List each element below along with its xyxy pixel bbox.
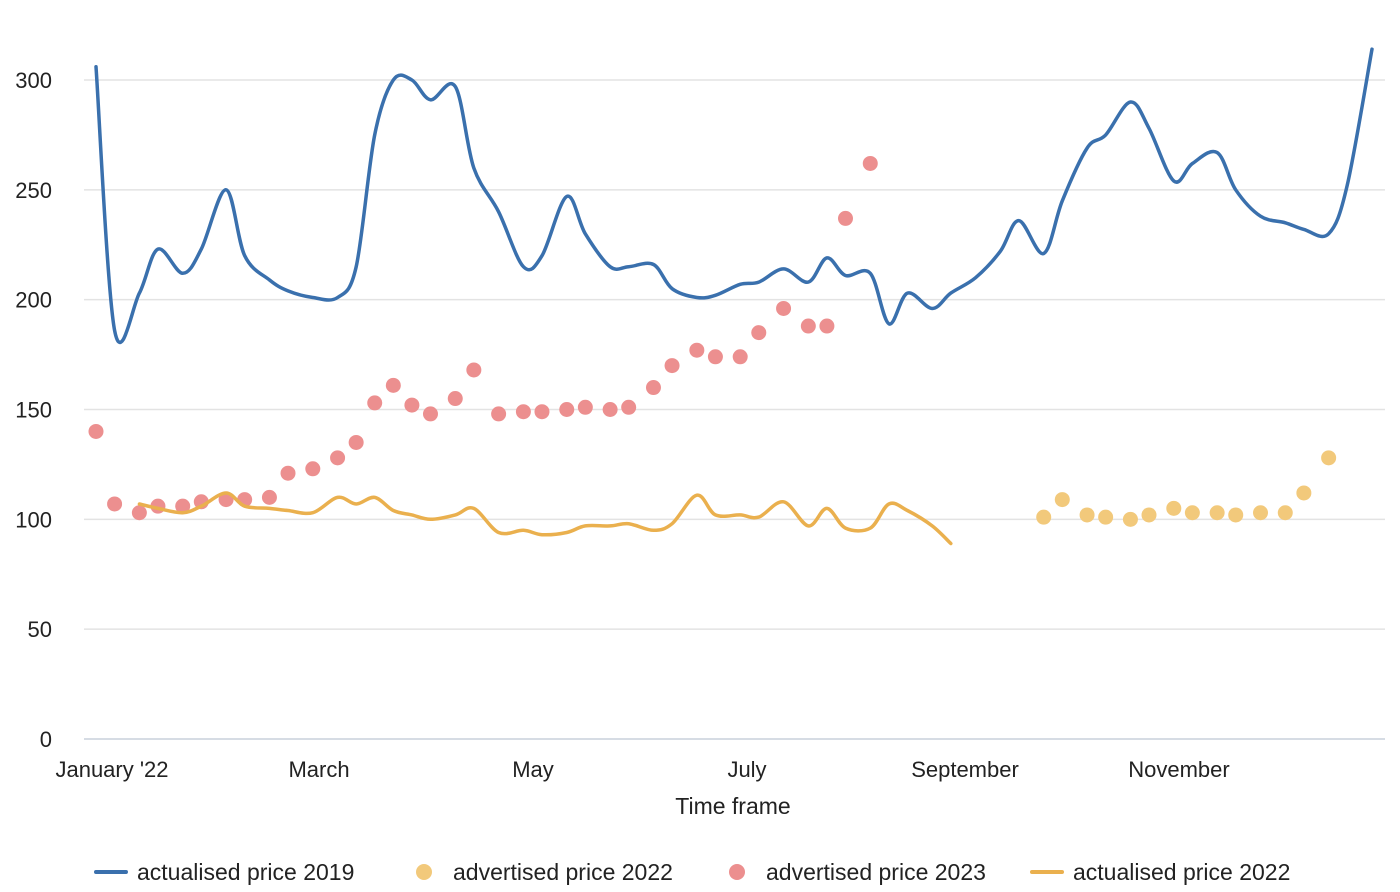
legend-label: advertised price 2022: [453, 859, 673, 885]
y-tick-label: 250: [15, 178, 52, 203]
data-point: [645, 380, 661, 396]
y-axis-ticks: 0 50 100 150 200 250 300: [15, 68, 52, 752]
legend-item-actualised-price-2019[interactable]: actualised price 2019: [94, 859, 354, 885]
data-point: [1184, 505, 1200, 521]
data-point: [131, 505, 147, 521]
x-axis-ticks: January '22 March May July September November: [55, 757, 1229, 782]
series-actualised-price-2022: [137, 491, 953, 546]
data-point: [689, 342, 705, 358]
data-point: [422, 406, 438, 422]
series-advertised-price-2022: [1036, 450, 1337, 527]
y-tick-label: 150: [15, 398, 52, 423]
legend-swatch-marker: [416, 864, 432, 880]
data-point: [819, 318, 835, 334]
grid-lines: [84, 79, 1385, 630]
data-point: [559, 402, 575, 417]
data-point: [862, 155, 878, 171]
series-line-actualised-price-2022: [137, 491, 953, 546]
data-point: [1166, 500, 1182, 516]
data-point: [330, 450, 346, 466]
data-point: [1036, 509, 1052, 525]
x-tick-label: November: [1128, 757, 1229, 782]
data-point: [732, 349, 748, 365]
legend-label: advertised price 2023: [766, 859, 986, 885]
data-point: [466, 362, 482, 378]
x-tick-label: July: [727, 757, 766, 782]
data-point: [776, 300, 792, 316]
data-point: [751, 325, 767, 341]
y-tick-label: 300: [15, 68, 52, 93]
data-point: [1228, 507, 1244, 523]
data-point: [602, 402, 618, 417]
data-point: [1209, 505, 1225, 521]
data-point: [404, 397, 420, 413]
data-point: [1253, 505, 1269, 521]
x-tick-label: March: [288, 757, 349, 782]
data-point: [1098, 509, 1114, 525]
data-point: [1122, 511, 1138, 527]
y-tick-label: 200: [15, 288, 52, 313]
data-point: [664, 358, 680, 374]
data-point: [515, 404, 531, 420]
data-point: [305, 461, 321, 477]
series-line-actualised-price-2019: [94, 47, 1374, 344]
data-point: [800, 318, 816, 334]
data-point: [107, 496, 123, 512]
data-point: [534, 404, 550, 420]
data-point: [280, 465, 296, 481]
data-point: [348, 434, 364, 450]
data-point: [707, 349, 723, 365]
y-tick-label: 50: [28, 617, 52, 642]
data-point: [491, 406, 507, 422]
x-axis-title: Time frame: [675, 793, 790, 819]
series-actualised-price-2019: [94, 47, 1374, 344]
legend-item-actualised-price-2022[interactable]: actualised price 2022: [1030, 859, 1290, 885]
data-point: [367, 395, 383, 411]
series-advertised-price-2023: [88, 155, 878, 521]
x-tick-label: September: [911, 757, 1019, 782]
data-point: [1321, 450, 1337, 466]
legend-item-advertised-price-2023[interactable]: advertised price 2023: [729, 859, 986, 885]
data-point: [1277, 505, 1293, 521]
legend-swatch-marker: [729, 864, 745, 880]
data-point: [837, 210, 853, 226]
y-tick-label: 100: [15, 507, 52, 532]
plot-area: [88, 47, 1374, 546]
data-point: [385, 377, 401, 393]
data-point: [261, 489, 277, 505]
y-tick-label: 0: [40, 727, 52, 752]
legend-label: actualised price 2019: [137, 859, 354, 885]
data-point: [1079, 507, 1095, 523]
data-point: [175, 498, 191, 514]
data-point: [621, 399, 637, 415]
data-point: [577, 399, 593, 415]
data-point: [1141, 507, 1157, 523]
data-point: [1296, 485, 1312, 501]
x-tick-label: January '22: [55, 757, 168, 782]
legend-item-advertised-price-2022[interactable]: advertised price 2022: [416, 859, 673, 885]
x-tick-label: May: [512, 757, 554, 782]
legend-label: actualised price 2022: [1073, 859, 1290, 885]
data-point: [88, 423, 104, 439]
legend[interactable]: actualised price 2019 advertised price 20…: [94, 859, 1290, 885]
data-point: [1054, 492, 1070, 508]
data-point: [447, 391, 463, 407]
